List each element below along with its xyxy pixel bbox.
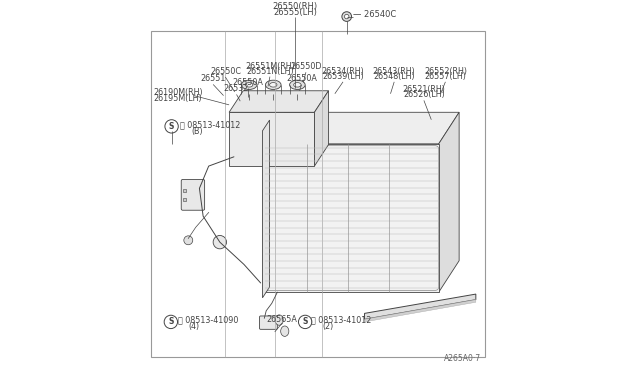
Text: S: S xyxy=(303,317,308,326)
Text: 26550C: 26550C xyxy=(210,67,241,76)
Polygon shape xyxy=(314,91,328,166)
Bar xyxy=(229,112,314,166)
Polygon shape xyxy=(365,300,476,322)
FancyBboxPatch shape xyxy=(181,179,205,210)
Text: 26551: 26551 xyxy=(200,74,226,83)
FancyBboxPatch shape xyxy=(260,316,277,329)
Text: Ⓢ 08513-41012: Ⓢ 08513-41012 xyxy=(311,315,371,324)
Text: — 26540C: — 26540C xyxy=(353,10,397,19)
Text: 26555(LH): 26555(LH) xyxy=(273,7,317,17)
Text: 26550(RH): 26550(RH) xyxy=(273,2,317,12)
Text: 26539(LH): 26539(LH) xyxy=(322,72,364,81)
Text: 26526(LH): 26526(LH) xyxy=(403,90,445,99)
Text: 26532: 26532 xyxy=(224,84,249,93)
Text: 26552(RH): 26552(RH) xyxy=(424,67,467,76)
Text: (2): (2) xyxy=(322,322,333,331)
Text: 26521(RH): 26521(RH) xyxy=(403,86,445,94)
Ellipse shape xyxy=(245,83,253,87)
Text: 26195M(LH): 26195M(LH) xyxy=(153,94,202,103)
Text: 26548(LH): 26548(LH) xyxy=(373,72,415,81)
Polygon shape xyxy=(229,91,328,112)
Text: 26550A: 26550A xyxy=(286,74,317,83)
Text: (4): (4) xyxy=(189,322,200,331)
Text: A265A0·7: A265A0·7 xyxy=(444,354,481,363)
Circle shape xyxy=(342,12,351,21)
Text: 26565A: 26565A xyxy=(267,315,298,324)
Text: 26550A: 26550A xyxy=(232,78,263,87)
Text: (B): (B) xyxy=(191,127,202,136)
Text: Ⓢ 08513-41012: Ⓢ 08513-41012 xyxy=(180,121,240,130)
Bar xyxy=(183,198,186,201)
Polygon shape xyxy=(439,112,459,292)
Ellipse shape xyxy=(289,80,305,90)
Ellipse shape xyxy=(241,80,257,90)
Bar xyxy=(151,31,485,357)
Ellipse shape xyxy=(281,326,289,336)
Bar xyxy=(264,144,439,292)
Circle shape xyxy=(213,235,227,249)
Text: 26550D: 26550D xyxy=(290,62,322,71)
Text: 26551N(LH): 26551N(LH) xyxy=(246,67,294,76)
Text: 26543(RH): 26543(RH) xyxy=(373,67,415,76)
Text: S: S xyxy=(168,317,173,326)
Polygon shape xyxy=(264,112,459,144)
Polygon shape xyxy=(365,294,476,319)
Ellipse shape xyxy=(269,83,277,87)
Ellipse shape xyxy=(294,83,301,87)
Bar xyxy=(183,189,186,192)
Ellipse shape xyxy=(266,80,281,90)
Circle shape xyxy=(184,236,193,245)
Text: S: S xyxy=(169,122,174,131)
Circle shape xyxy=(344,15,349,19)
Text: 26534(RH): 26534(RH) xyxy=(322,67,364,76)
Ellipse shape xyxy=(275,315,284,325)
Polygon shape xyxy=(262,120,269,298)
Text: 26557(LH): 26557(LH) xyxy=(424,72,467,81)
Text: 26551M(RH): 26551M(RH) xyxy=(245,62,295,71)
Text: 26190M(RH): 26190M(RH) xyxy=(153,89,203,97)
Text: Ⓢ 08513-41090: Ⓢ 08513-41090 xyxy=(177,315,238,324)
